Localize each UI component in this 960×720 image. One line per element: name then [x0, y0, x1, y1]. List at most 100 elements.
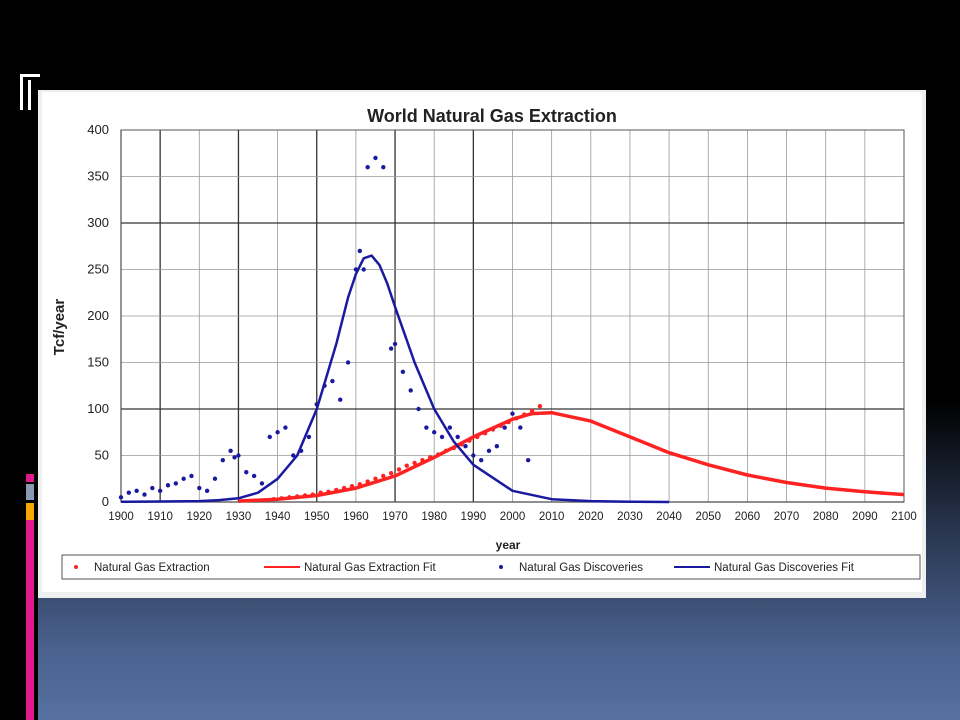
accent-strip-pink-top — [26, 474, 34, 482]
y-tick-label: 200 — [87, 308, 109, 323]
data-point — [173, 481, 179, 486]
data-point — [537, 404, 543, 409]
x-tick-label: 1910 — [147, 511, 173, 523]
x-tick-label: 2020 — [578, 511, 604, 523]
legend-label: Natural Gas Discoveries — [519, 562, 643, 574]
data-point — [455, 434, 460, 440]
chart-svg: World Natural Gas Extraction 1900 1910 192… — [51, 106, 921, 580]
data-point — [373, 155, 378, 161]
chart-panel: World Natural Gas Extraction 1900 1910 192… — [38, 90, 926, 598]
legend-label: Natural Gas Discoveries Fit — [714, 562, 855, 574]
data-point — [424, 425, 429, 430]
data-point — [232, 455, 237, 460]
y-tick-label: 50 — [95, 448, 109, 463]
data-point — [373, 476, 378, 481]
data-point — [142, 492, 147, 497]
legend-label: Natural Gas Extraction Fit — [304, 562, 436, 574]
x-tick-label: 1940 — [265, 511, 291, 523]
series-line — [238, 410, 905, 503]
data-point — [388, 346, 394, 351]
x-tick-label: 2100 — [891, 511, 917, 523]
data-point — [494, 444, 500, 449]
data-point — [345, 360, 351, 365]
data-point — [432, 430, 437, 435]
y-tick-label: 300 — [87, 215, 109, 230]
data-point — [357, 248, 363, 254]
data-point — [251, 473, 257, 479]
data-point — [126, 490, 132, 495]
legend: Natural Gas Extraction Natural Gas Extrac… — [61, 554, 921, 580]
y-tick-label: 100 — [87, 401, 109, 416]
x-tick-label: 2000 — [500, 511, 526, 523]
data-point — [157, 488, 163, 494]
data-point — [447, 425, 453, 430]
y-tick-label: 250 — [87, 262, 109, 277]
data-point — [416, 406, 421, 412]
accent-strip-magenta — [26, 520, 34, 720]
y-tick-label: 350 — [87, 169, 109, 184]
data-point — [518, 425, 523, 430]
legend-items: Natural Gas Extraction Natural Gas Extrac… — [74, 562, 855, 574]
data-point — [306, 434, 312, 440]
data-point — [330, 378, 335, 384]
data-point — [388, 470, 394, 476]
legend-box — [61, 554, 921, 580]
x-tick-label: 1930 — [226, 511, 252, 523]
x-axis-label: year — [496, 538, 521, 552]
legend-label: Natural Gas Extraction — [94, 562, 210, 574]
y-axis-label: Tcf/year — [51, 299, 68, 356]
data-point — [165, 483, 171, 488]
legend-swatch-point — [74, 565, 78, 569]
x-tick-label: 1950 — [304, 511, 330, 523]
data-point — [486, 448, 492, 454]
data-point — [525, 457, 531, 463]
data-point — [150, 485, 155, 491]
y-tick-labels: 0 50 100 150 200 250 300 350 400 — [87, 122, 109, 509]
data-point — [259, 481, 265, 486]
data-point — [189, 473, 194, 479]
data-point — [197, 485, 202, 491]
series-line — [120, 254, 670, 504]
chart-area: World Natural Gas Extraction 1900 1910 192… — [42, 92, 922, 592]
x-tick-label: 2080 — [813, 511, 839, 523]
data-point — [361, 267, 366, 272]
data-point — [275, 430, 280, 435]
data-point — [236, 453, 241, 458]
data-point — [181, 476, 186, 481]
data-point — [291, 453, 296, 458]
data-point — [502, 425, 507, 430]
data-point — [392, 341, 398, 347]
data-point — [463, 444, 468, 449]
accent-strip-orange — [26, 503, 34, 527]
x-tick-label: 2030 — [617, 511, 643, 523]
data-point — [283, 425, 288, 430]
x-tick-label: 1970 — [382, 511, 408, 523]
y-tick-label: 400 — [87, 122, 109, 137]
data-point — [408, 388, 413, 393]
data-point — [220, 457, 225, 463]
data-point — [478, 457, 484, 463]
data-point — [228, 448, 233, 454]
data-point — [338, 397, 343, 402]
x-tick-label: 1900 — [108, 511, 134, 523]
y-tick-label: 0 — [102, 494, 109, 509]
plot-frame — [120, 129, 905, 503]
grid — [120, 129, 905, 503]
x-tick-labels: 1900 1910 1920 1930 1940 1950 1960 1970 1980 1990… — [108, 511, 917, 523]
x-tick-label: 1920 — [187, 511, 213, 523]
chart-title: World Natural Gas Extraction — [367, 106, 617, 126]
data-point — [412, 460, 417, 466]
x-tick-label: 2090 — [852, 511, 878, 523]
data-point — [404, 463, 409, 468]
data-point — [381, 473, 386, 479]
data-point — [396, 467, 402, 472]
data-point — [471, 453, 476, 458]
x-tick-label: 2060 — [735, 511, 761, 523]
x-tick-label: 2010 — [539, 511, 565, 523]
x-tick-label: 2070 — [774, 511, 800, 523]
data-point — [439, 434, 445, 440]
legend-swatch-point — [499, 565, 503, 569]
x-tick-label: 2050 — [695, 511, 721, 523]
data-point — [134, 488, 139, 494]
data-point — [204, 488, 210, 494]
